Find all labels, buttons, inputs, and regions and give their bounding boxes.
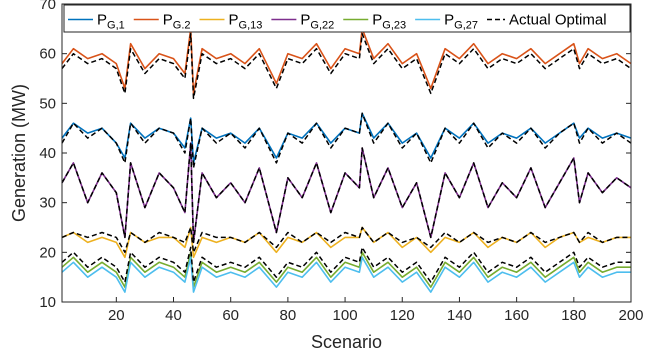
legend: PG,1 PG.2 PG,13 PG,22 PG,23 PG,27 Actual Optim…: [63, 4, 631, 33]
y-tick-label: 20: [39, 244, 56, 261]
x-tick-label: 100: [333, 307, 358, 324]
legend-label-1: PG,1: [97, 12, 125, 32]
x-tick-label: 40: [165, 307, 182, 324]
x-tick-label: 120: [390, 307, 415, 324]
series-line-p-g-22: [61, 142, 632, 244]
y-tick-label: 50: [39, 95, 56, 112]
series-line-p-g-23: [61, 251, 631, 288]
y-tick-label: 60: [39, 46, 56, 63]
x-tick-label: 160: [504, 307, 529, 324]
x-tick-label: 60: [222, 307, 239, 324]
y-axis-label: Generation (MW): [9, 84, 29, 222]
x-tick-label: 180: [561, 307, 586, 324]
legend-label-2: PG.2: [163, 12, 191, 32]
series-line-actual-optimal-p-g-1: [61, 112, 632, 169]
y-tick-label: 70: [39, 0, 56, 13]
y-tick-label: 30: [39, 195, 56, 212]
legend-label-7: Actual Optimal: [509, 12, 607, 29]
y-tick-label: 40: [39, 145, 56, 162]
series-line-p-g-27: [61, 256, 631, 293]
x-axis-label: Scenario: [311, 332, 382, 352]
x-tick-label: 140: [447, 307, 472, 324]
series-line-actual-optimal-p-g-23-27: [61, 246, 631, 283]
x-tick-label: 200: [618, 307, 643, 324]
series-line-p-g-13: [61, 226, 631, 259]
y-tick-label: 10: [39, 294, 56, 311]
series-line-actual-optimal-p-g-13: [61, 226, 631, 254]
legend-box: [63, 4, 631, 33]
series-line-p-g-2: [61, 28, 632, 95]
legend-label-6: PG,27: [444, 12, 478, 32]
series-line-actual-optimal-p-g-22: [61, 142, 632, 244]
legend-label-5: PG,23: [372, 12, 406, 32]
x-tick-label: 80: [280, 307, 297, 324]
series-line-actual-optimal-p-g-2: [61, 33, 632, 100]
ticks-layer: 20 40 60 80 100 120 140 160 180 200 10 20 30 40 50 60 70: [39, 0, 643, 324]
series-line-p-g-1: [61, 112, 632, 164]
legend-label-4: PG,22: [300, 12, 334, 32]
legend-label-3: PG,13: [229, 12, 263, 32]
series-layer: [61, 28, 632, 293]
x-tick-label: 20: [108, 307, 125, 324]
